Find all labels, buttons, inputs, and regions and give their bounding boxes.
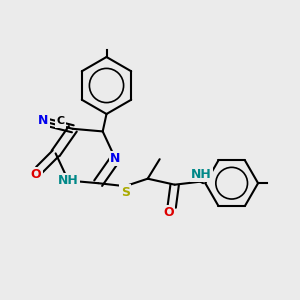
Text: O: O <box>164 206 174 219</box>
Text: S: S <box>121 186 130 199</box>
Text: N: N <box>110 152 121 165</box>
Text: NH: NH <box>191 168 212 181</box>
Text: N: N <box>38 114 49 127</box>
Text: NH: NH <box>58 174 79 187</box>
Text: O: O <box>31 168 41 181</box>
Text: C: C <box>57 116 65 126</box>
